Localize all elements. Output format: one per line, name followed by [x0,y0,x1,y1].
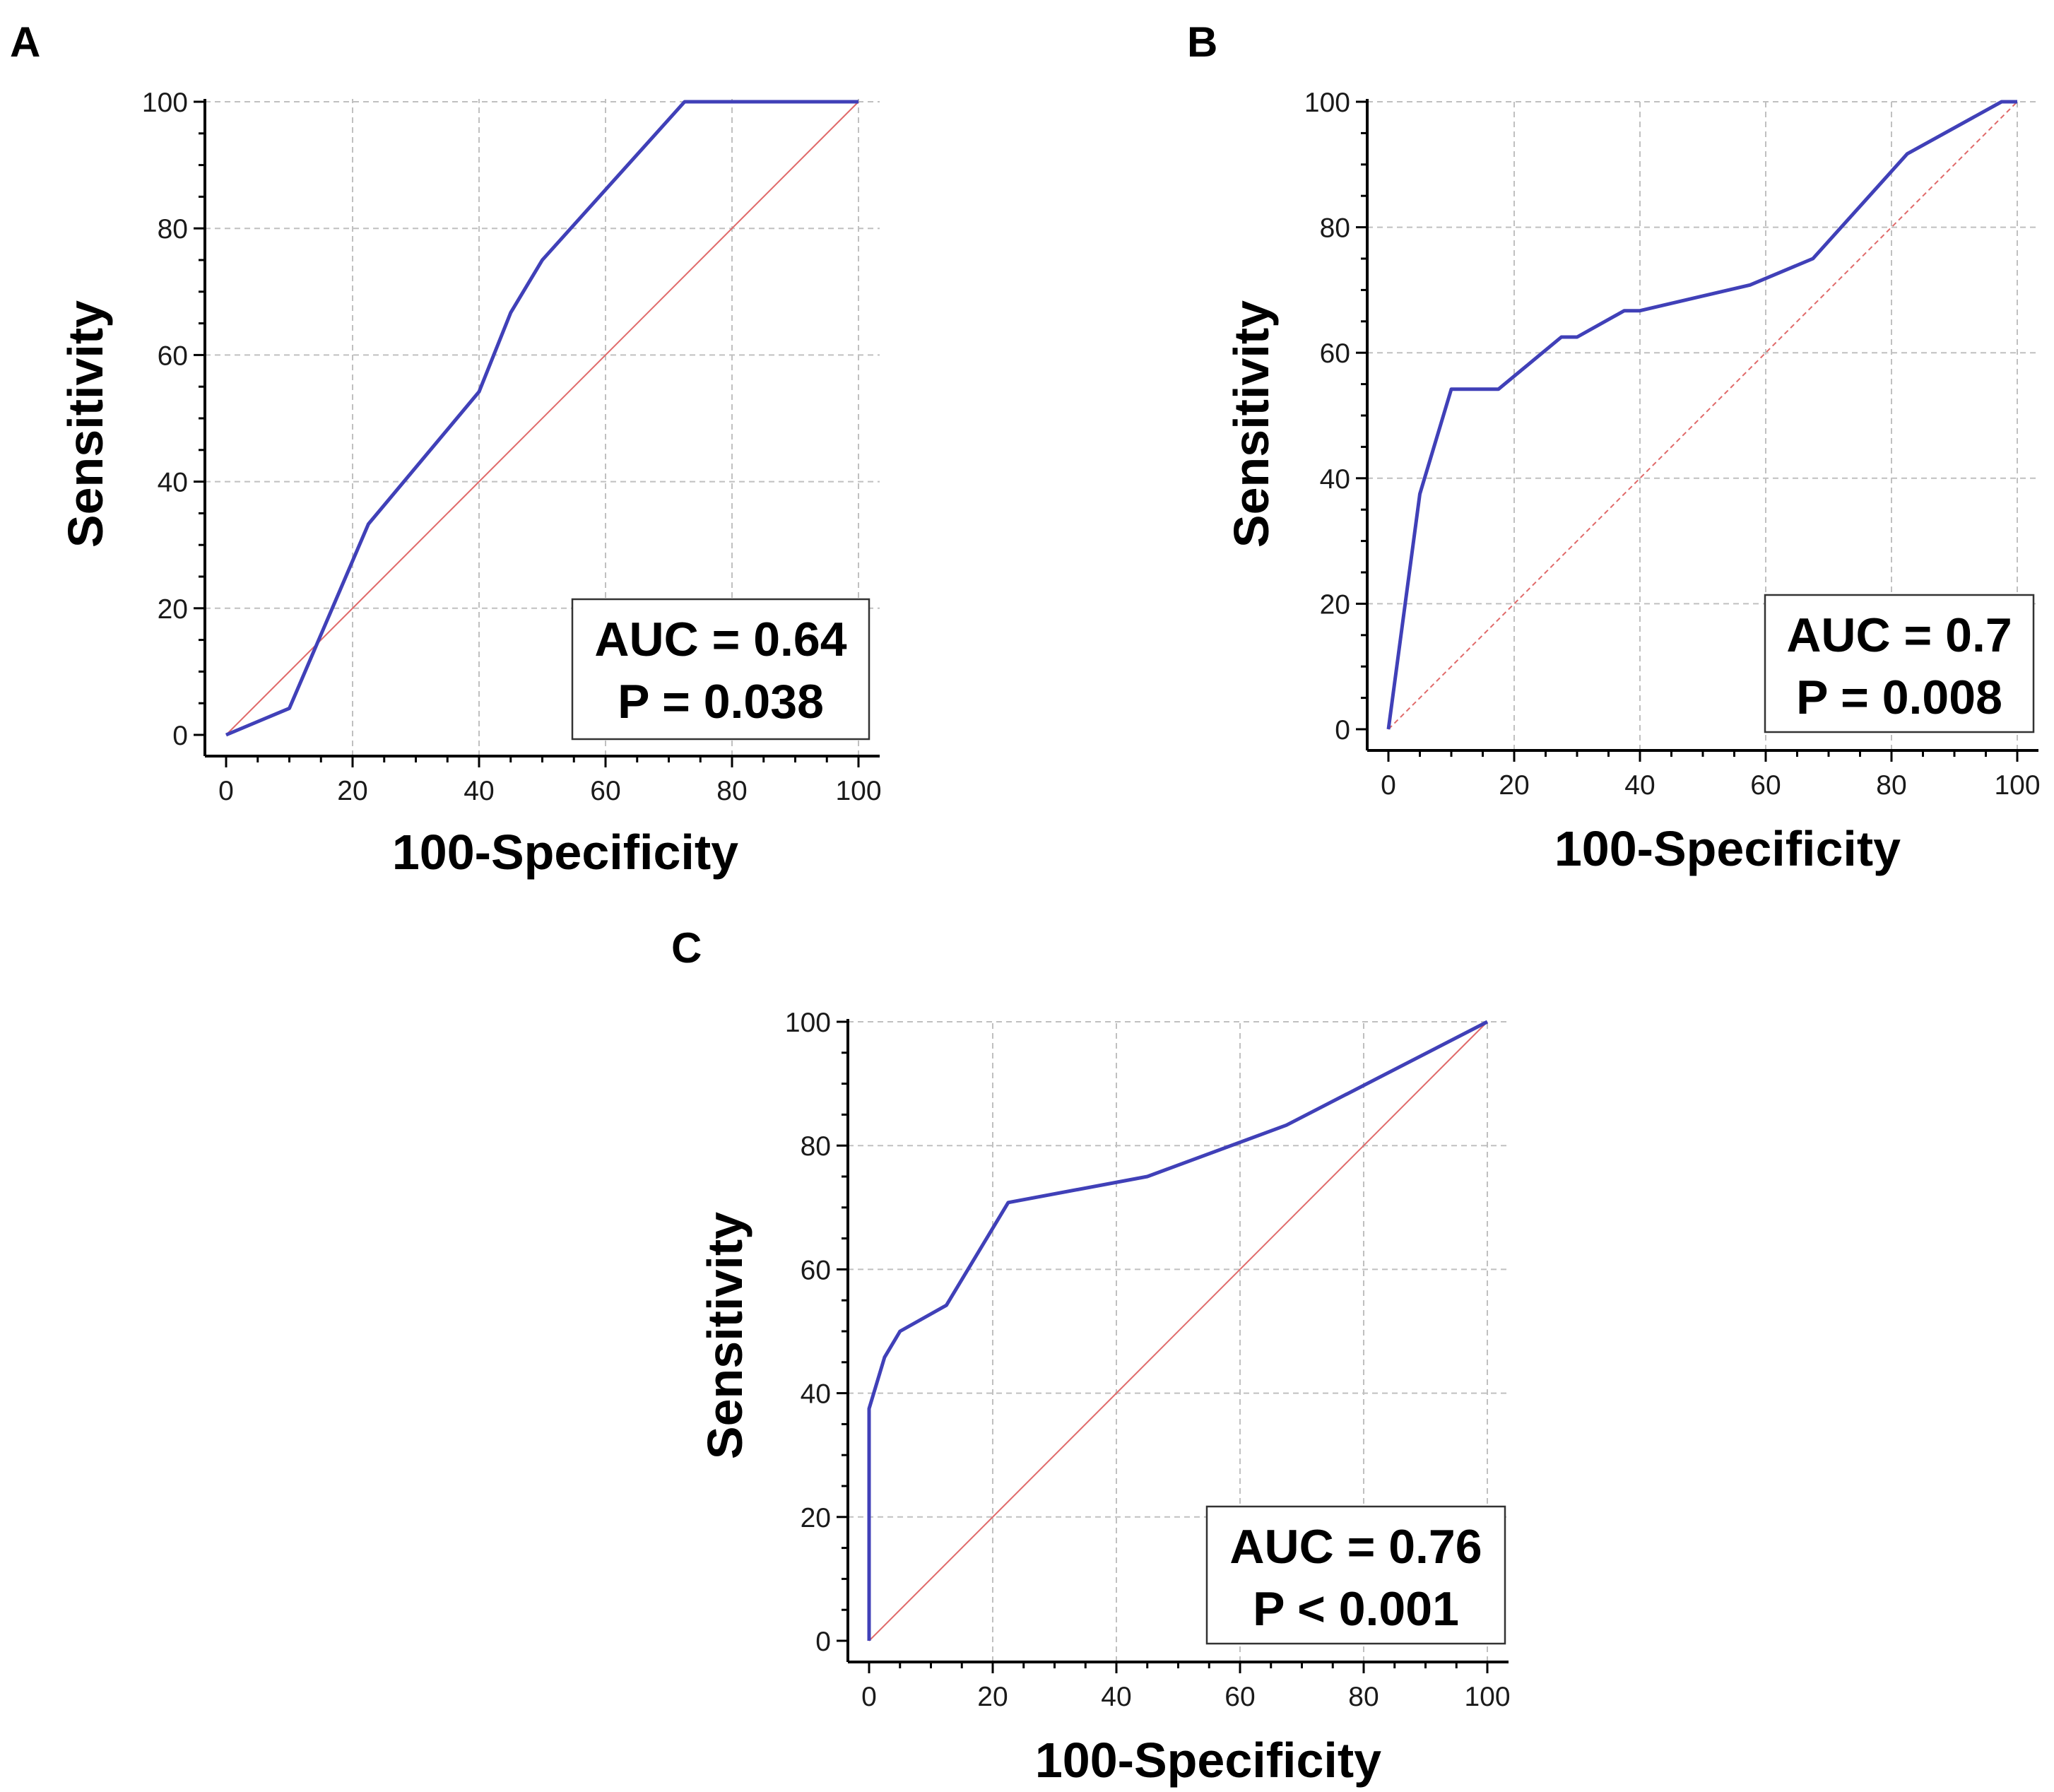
x-tick-label-b-60: 60 [1750,770,1781,801]
y-tick-label-c-0: 0 [815,1627,831,1657]
p-value-label-c: P < 0.001 [1253,1582,1459,1636]
x-tick-label-b-100: 100 [1994,770,2040,801]
auc-label-c: AUC = 0.76 [1229,1520,1482,1574]
p-value-label-a: P = 0.038 [618,675,824,729]
x-tick-label-a-40: 40 [464,776,494,806]
x-axis-title-b: 100-Specificity [1554,821,1901,876]
y-tick-label-c-40: 40 [801,1379,831,1410]
y-tick-label-a-80: 80 [158,214,188,244]
roc-curve-a-0 [225,100,858,737]
y-tick-label-a-40: 40 [158,468,188,498]
x-tick-label-a-0: 0 [218,776,234,806]
x-tick-label-c-40: 40 [1101,1682,1131,1712]
panel-label-c: C [671,924,702,972]
y-tick-label-c-20: 20 [801,1503,831,1533]
x-tick-label-c-60: 60 [1224,1682,1255,1712]
roc-curve-b-0 [1386,100,2017,730]
roc-curve-c-0 [867,1020,1489,1641]
y-tick-label-a-60: 60 [158,341,188,371]
y-axis-title-b: Sensitivity [1224,300,1279,548]
y-tick-label-a-20: 20 [158,594,188,625]
y-tick-label-a-0: 0 [172,721,188,751]
y-tick-label-b-100: 100 [1304,88,1350,118]
y-tick-label-b-40: 40 [1320,464,1350,495]
auc-label-b: AUC = 0.7 [1786,608,2012,662]
y-tick-label-b-0: 0 [1335,715,1350,745]
x-tick-label-a-80: 80 [716,776,747,806]
y-axis-title-c: Sensitivity [697,1212,752,1459]
annotation-box-c [1205,1505,1506,1645]
x-tick-label-c-100: 100 [1464,1682,1510,1712]
reference-line-a [225,101,859,736]
y-tick-label-c-80: 80 [801,1131,831,1162]
x-tick-label-a-60: 60 [590,776,620,806]
y-tick-label-c-60: 60 [801,1255,831,1285]
reference-line-c [868,1021,1488,1641]
y-tick-label-c-100: 100 [785,1008,831,1038]
panel-label-b: B [1187,18,1217,66]
reference-line-b [1388,101,2018,730]
y-tick-label-b-60: 60 [1320,338,1350,369]
y-axis-title-a: Sensitivity [58,300,113,548]
x-axis-title-a: 100-Specificity [392,825,738,880]
y-tick-label-b-80: 80 [1320,213,1350,244]
x-tick-label-b-80: 80 [1876,770,1906,801]
p-value-label-b: P = 0.008 [1796,671,2002,724]
panel-label-a: A [10,18,40,66]
x-tick-label-b-20: 20 [1499,770,1529,801]
x-axis-title-c: 100-Specificity [1035,1733,1381,1788]
annotation-box-a [571,598,870,741]
x-tick-label-a-100: 100 [835,776,881,806]
x-tick-label-b-40: 40 [1624,770,1655,801]
x-tick-label-a-20: 20 [337,776,367,806]
y-tick-label-a-100: 100 [142,88,188,118]
y-tick-label-b-20: 20 [1320,589,1350,620]
x-tick-label-c-20: 20 [977,1682,1008,1712]
x-tick-label-c-80: 80 [1348,1682,1379,1712]
x-tick-label-b-0: 0 [1381,770,1396,801]
x-tick-label-c-0: 0 [861,1682,877,1712]
auc-label-a: AUC = 0.64 [594,613,846,666]
annotation-box-b [1764,594,2035,733]
